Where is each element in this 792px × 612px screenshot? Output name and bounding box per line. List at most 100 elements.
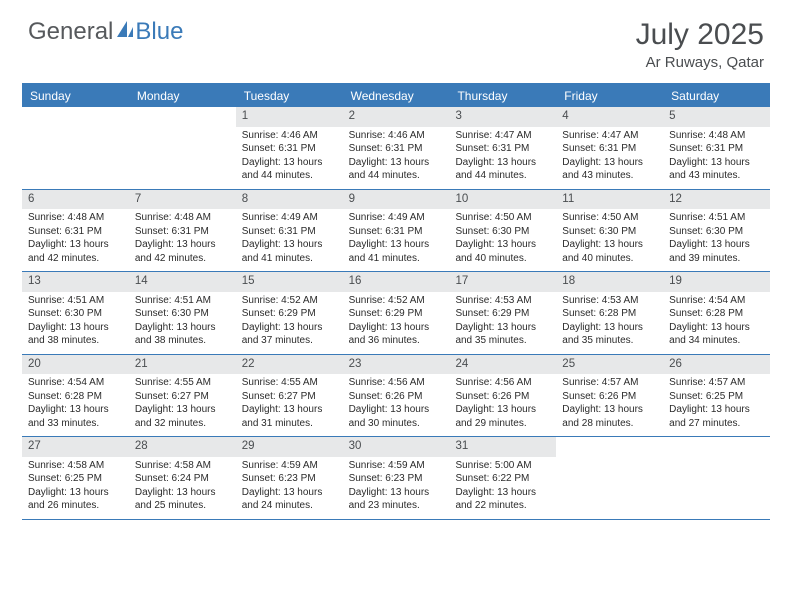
day-details: Sunrise: 4:53 AMSunset: 6:29 PMDaylight:… [449, 292, 556, 354]
week-row: 13Sunrise: 4:51 AMSunset: 6:30 PMDayligh… [22, 272, 770, 355]
day-cell: 30Sunrise: 4:59 AMSunset: 6:23 PMDayligh… [343, 437, 450, 519]
day-number: 18 [556, 272, 663, 292]
sunset-line: Sunset: 6:30 PM [669, 225, 764, 239]
daylight-line: Daylight: 13 hours and 32 minutes. [135, 403, 230, 430]
sunset-line: Sunset: 6:30 PM [562, 225, 657, 239]
day-number: 22 [236, 355, 343, 375]
daylight-line: Daylight: 13 hours and 26 minutes. [28, 486, 123, 513]
day-cell: 29Sunrise: 4:59 AMSunset: 6:23 PMDayligh… [236, 437, 343, 519]
sunset-line: Sunset: 6:30 PM [28, 307, 123, 321]
day-details: Sunrise: 4:51 AMSunset: 6:30 PMDaylight:… [129, 292, 236, 354]
sunset-line: Sunset: 6:26 PM [349, 390, 444, 404]
calendar: SundayMondayTuesdayWednesdayThursdayFrid… [22, 85, 770, 520]
sunrise-line: Sunrise: 4:50 AM [455, 211, 550, 225]
daylight-line: Daylight: 13 hours and 31 minutes. [242, 403, 337, 430]
day-number: 1 [236, 107, 343, 127]
sunrise-line: Sunrise: 4:46 AM [349, 129, 444, 143]
sunrise-line: Sunrise: 4:58 AM [28, 459, 123, 473]
daylight-line: Daylight: 13 hours and 23 minutes. [349, 486, 444, 513]
day-number: 17 [449, 272, 556, 292]
sunset-line: Sunset: 6:31 PM [349, 225, 444, 239]
sunrise-line: Sunrise: 4:51 AM [28, 294, 123, 308]
day-number: 20 [22, 355, 129, 375]
day-details: Sunrise: 4:46 AMSunset: 6:31 PMDaylight:… [236, 127, 343, 189]
sunrise-line: Sunrise: 4:46 AM [242, 129, 337, 143]
day-details: Sunrise: 4:49 AMSunset: 6:31 PMDaylight:… [236, 209, 343, 271]
weekday-header: Monday [129, 85, 236, 107]
day-details: Sunrise: 4:51 AMSunset: 6:30 PMDaylight:… [22, 292, 129, 354]
sunset-line: Sunset: 6:24 PM [135, 472, 230, 486]
daylight-line: Daylight: 13 hours and 37 minutes. [242, 321, 337, 348]
sunrise-line: Sunrise: 4:52 AM [242, 294, 337, 308]
daylight-line: Daylight: 13 hours and 41 minutes. [242, 238, 337, 265]
daylight-line: Daylight: 13 hours and 35 minutes. [562, 321, 657, 348]
daylight-line: Daylight: 13 hours and 24 minutes. [242, 486, 337, 513]
day-number [663, 437, 770, 457]
daylight-line: Daylight: 13 hours and 36 minutes. [349, 321, 444, 348]
sunrise-line: Sunrise: 4:59 AM [242, 459, 337, 473]
day-cell: 23Sunrise: 4:56 AMSunset: 6:26 PMDayligh… [343, 355, 450, 437]
sunrise-line: Sunrise: 4:47 AM [562, 129, 657, 143]
day-details: Sunrise: 5:00 AMSunset: 6:22 PMDaylight:… [449, 457, 556, 519]
day-details: Sunrise: 4:57 AMSunset: 6:26 PMDaylight:… [556, 374, 663, 436]
week-row: 6Sunrise: 4:48 AMSunset: 6:31 PMDaylight… [22, 190, 770, 273]
day-cell: 18 Sunrise: 4:53 AMSunset: 6:28 PMDayligh… [556, 272, 663, 354]
logo-text-blue: Blue [135, 18, 183, 46]
sunset-line: Sunset: 6:29 PM [242, 307, 337, 321]
day-cell: 17Sunrise: 4:53 AMSunset: 6:29 PMDayligh… [449, 272, 556, 354]
day-number: 12 [663, 190, 770, 210]
daylight-line: Daylight: 13 hours and 22 minutes. [455, 486, 550, 513]
sunrise-line: Sunrise: 4:48 AM [28, 211, 123, 225]
weekday-header: Thursday [449, 85, 556, 107]
day-cell: 28Sunrise: 4:58 AMSunset: 6:24 PMDayligh… [129, 437, 236, 519]
day-details: Sunrise: 4:47 AMSunset: 6:31 PMDaylight:… [556, 127, 663, 189]
sunset-line: Sunset: 6:31 PM [349, 142, 444, 156]
sunrise-line: Sunrise: 4:49 AM [349, 211, 444, 225]
day-cell: 21Sunrise: 4:55 AMSunset: 6:27 PMDayligh… [129, 355, 236, 437]
day-cell: 4Sunrise: 4:47 AMSunset: 6:31 PMDaylight… [556, 107, 663, 189]
day-cell: 10Sunrise: 4:50 AMSunset: 6:30 PMDayligh… [449, 190, 556, 272]
day-number: 5 [663, 107, 770, 127]
day-number: 13 [22, 272, 129, 292]
daylight-line: Daylight: 13 hours and 28 minutes. [562, 403, 657, 430]
daylight-line: Daylight: 13 hours and 35 minutes. [455, 321, 550, 348]
day-cell: 20Sunrise: 4:54 AMSunset: 6:28 PMDayligh… [22, 355, 129, 437]
day-number: 19 [663, 272, 770, 292]
sunset-line: Sunset: 6:28 PM [562, 307, 657, 321]
day-number [129, 107, 236, 127]
sunset-line: Sunset: 6:23 PM [242, 472, 337, 486]
sunrise-line: Sunrise: 4:53 AM [562, 294, 657, 308]
daylight-line: Daylight: 13 hours and 40 minutes. [562, 238, 657, 265]
day-cell: 16Sunrise: 4:52 AMSunset: 6:29 PMDayligh… [343, 272, 450, 354]
day-number: 14 [129, 272, 236, 292]
empty-day-cell [129, 107, 236, 189]
day-cell: 3Sunrise: 4:47 AMSunset: 6:31 PMDaylight… [449, 107, 556, 189]
sunset-line: Sunset: 6:31 PM [669, 142, 764, 156]
sunrise-line: Sunrise: 4:57 AM [562, 376, 657, 390]
day-details: Sunrise: 4:50 AMSunset: 6:30 PMDaylight:… [449, 209, 556, 271]
day-cell: 13Sunrise: 4:51 AMSunset: 6:30 PMDayligh… [22, 272, 129, 354]
daylight-line: Daylight: 13 hours and 44 minutes. [455, 156, 550, 183]
sunrise-line: Sunrise: 4:48 AM [135, 211, 230, 225]
sunset-line: Sunset: 6:26 PM [562, 390, 657, 404]
day-number: 28 [129, 437, 236, 457]
day-number: 3 [449, 107, 556, 127]
logo-sail-icon [115, 21, 135, 39]
day-cell: 5Sunrise: 4:48 AMSunset: 6:31 PMDaylight… [663, 107, 770, 189]
daylight-line: Daylight: 13 hours and 27 minutes. [669, 403, 764, 430]
title-block: July 2025 Ar Ruways, Qatar [636, 18, 764, 71]
day-details: Sunrise: 4:59 AMSunset: 6:23 PMDaylight:… [236, 457, 343, 519]
day-cell: 1Sunrise: 4:46 AMSunset: 6:31 PMDaylight… [236, 107, 343, 189]
day-details: Sunrise: 4:55 AMSunset: 6:27 PMDaylight:… [236, 374, 343, 436]
day-cell: 27Sunrise: 4:58 AMSunset: 6:25 PMDayligh… [22, 437, 129, 519]
weeks-container: 1Sunrise: 4:46 AMSunset: 6:31 PMDaylight… [22, 107, 770, 520]
week-row: 20Sunrise: 4:54 AMSunset: 6:28 PMDayligh… [22, 355, 770, 438]
empty-day-cell [22, 107, 129, 189]
sunrise-line: Sunrise: 4:47 AM [455, 129, 550, 143]
day-number: 31 [449, 437, 556, 457]
sunrise-line: Sunrise: 4:58 AM [135, 459, 230, 473]
sunset-line: Sunset: 6:31 PM [135, 225, 230, 239]
sunset-line: Sunset: 6:28 PM [28, 390, 123, 404]
sunset-line: Sunset: 6:27 PM [242, 390, 337, 404]
day-cell: 8Sunrise: 4:49 AMSunset: 6:31 PMDaylight… [236, 190, 343, 272]
